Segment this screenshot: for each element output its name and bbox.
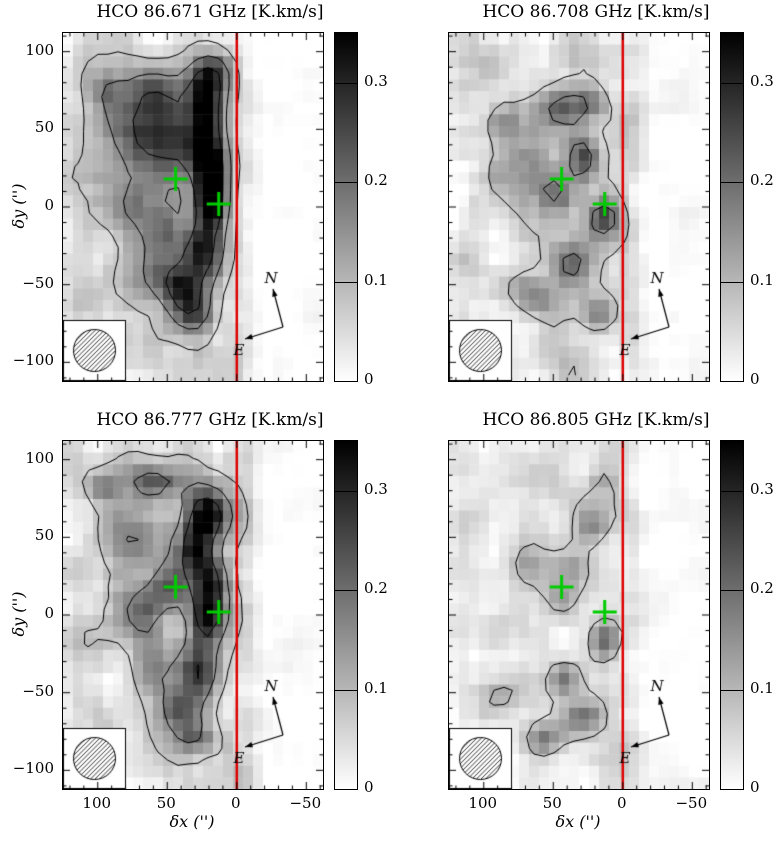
colorbar-tick-label: 0.3	[364, 479, 388, 498]
colorbar-tick-label: 0.3	[750, 479, 774, 498]
panel-hco-86777: HCO 86.777 GHz [K.km/s] 0 0.1 0.2 0.3	[62, 410, 388, 810]
colorbar-tick	[335, 82, 357, 84]
colorbar-tick-label: 0.3	[364, 71, 388, 90]
colorbar-tick	[335, 490, 357, 492]
colorbar-tick-label: 0.2	[750, 579, 774, 598]
colorbar-tick-label: 0	[364, 778, 374, 796]
colorbar-tick-label: 0.1	[364, 270, 388, 289]
y-tick-label: −50	[22, 273, 54, 292]
colorbar	[720, 32, 744, 382]
panel-hco-86708: HCO 86.708 GHz [K.km/s] 0 0.1 0.2 0.3	[448, 2, 774, 402]
colorbar-tick-label: 0	[364, 370, 374, 388]
x-tick-label: 0	[617, 794, 627, 812]
map-canvas	[62, 440, 324, 790]
panel-hco-86671: HCO 86.671 GHz [K.km/s] 0 0.1 0.2 0.3	[62, 2, 388, 402]
map-canvas	[448, 440, 710, 790]
colorbar-tick	[335, 689, 357, 691]
colorbar-tick-label: 0.2	[364, 171, 388, 190]
colorbar-tick	[721, 590, 743, 592]
x-tick-label: 0	[231, 794, 241, 812]
x-tick-label: −50	[289, 794, 322, 812]
colorbar-tick	[721, 490, 743, 492]
y-tick-label: 0	[44, 196, 54, 214]
panel-hco-86805: HCO 86.805 GHz [K.km/s] 0 0.1 0.2 0.3	[448, 410, 774, 810]
y-tick-label: 50	[34, 526, 54, 545]
colorbar-tick-label: 0.3	[750, 71, 774, 90]
colorbar-tick-label: 0.2	[364, 579, 388, 598]
colorbar-tick	[721, 281, 743, 283]
x-tick-label: 50	[542, 794, 562, 812]
y-tick-label: 100	[25, 448, 54, 467]
panel-title: HCO 86.708 GHz [K.km/s]	[482, 2, 710, 22]
colorbar	[334, 32, 358, 382]
y-tick-label: −50	[22, 681, 54, 700]
y-tick-label: −100	[12, 351, 54, 370]
y-tick-label: 0	[44, 604, 54, 622]
panel-title: HCO 86.805 GHz [K.km/s]	[482, 410, 710, 430]
colorbar-tick	[721, 182, 743, 184]
colorbar-tick-label: 0.1	[750, 270, 774, 289]
colorbar-tick	[721, 82, 743, 84]
x-tick-label: 100	[468, 794, 498, 812]
colorbar-tick	[721, 689, 743, 691]
colorbar-tick	[335, 182, 357, 184]
x-tick-label: 50	[156, 794, 176, 812]
x-tick-label: −50	[675, 794, 708, 812]
y-tick-label: −100	[12, 759, 54, 778]
colorbar-tick-label: 0	[750, 778, 760, 796]
map-canvas	[62, 32, 324, 382]
y-tick-label: 50	[34, 118, 54, 137]
panel-title: HCO 86.671 GHz [K.km/s]	[96, 2, 324, 22]
colorbar-tick	[335, 590, 357, 592]
colorbar-tick-label: 0.1	[750, 678, 774, 697]
panel-title: HCO 86.777 GHz [K.km/s]	[96, 410, 324, 430]
x-axis-label: δx ('')	[555, 812, 601, 831]
map-canvas	[448, 32, 710, 382]
colorbar-tick-label: 0	[750, 370, 760, 388]
colorbar	[334, 440, 358, 790]
y-tick-label: 100	[25, 40, 54, 59]
x-axis-label: δx ('')	[169, 812, 215, 831]
colorbar-tick-label: 0.1	[364, 678, 388, 697]
colorbar	[720, 440, 744, 790]
colorbar-tick-label: 0.2	[750, 171, 774, 190]
x-tick-label: 100	[82, 794, 112, 812]
colorbar-tick	[335, 281, 357, 283]
